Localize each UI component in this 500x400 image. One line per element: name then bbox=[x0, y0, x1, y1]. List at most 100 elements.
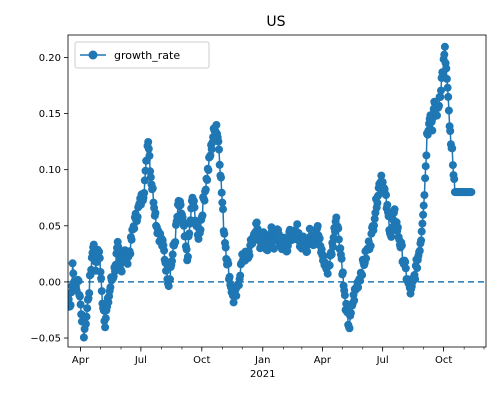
data-point bbox=[217, 173, 225, 182]
data-point bbox=[83, 304, 92, 313]
data-point bbox=[450, 175, 459, 184]
data-point bbox=[179, 221, 188, 230]
data-point bbox=[101, 323, 110, 332]
data-point bbox=[332, 213, 341, 222]
y-tick-label: 0.00 bbox=[39, 277, 61, 288]
data-point bbox=[382, 191, 390, 200]
data-point bbox=[214, 137, 223, 146]
data-point bbox=[206, 151, 215, 160]
data-point bbox=[182, 245, 191, 254]
x-tick-label: Jan bbox=[254, 355, 270, 366]
data-point bbox=[145, 151, 154, 160]
data-point bbox=[144, 138, 153, 146]
data-point bbox=[345, 324, 354, 333]
data-point bbox=[448, 144, 457, 153]
data-point bbox=[97, 274, 106, 283]
data-point bbox=[111, 267, 119, 276]
data-point bbox=[207, 145, 216, 154]
data-point bbox=[401, 264, 410, 273]
data-point bbox=[97, 287, 106, 296]
data-point bbox=[448, 161, 457, 170]
x-tick-label: Jul bbox=[376, 355, 389, 366]
data-point bbox=[354, 283, 363, 292]
data-point bbox=[421, 174, 430, 183]
data-point bbox=[82, 312, 91, 321]
data-point bbox=[76, 300, 85, 309]
data-point bbox=[467, 188, 476, 197]
data-point bbox=[315, 234, 324, 243]
data-point bbox=[443, 83, 452, 92]
data-point bbox=[85, 289, 94, 298]
data-point bbox=[420, 191, 429, 200]
data-point bbox=[419, 210, 428, 219]
data-point bbox=[104, 298, 113, 307]
data-point bbox=[442, 64, 451, 73]
data-point bbox=[323, 269, 332, 278]
data-point bbox=[126, 249, 135, 258]
y-tick-label: −0.05 bbox=[30, 334, 61, 345]
data-point bbox=[146, 167, 155, 176]
data-point bbox=[370, 214, 379, 223]
data-point bbox=[366, 241, 375, 250]
data-point bbox=[168, 257, 176, 266]
legend-marker-sample bbox=[88, 50, 98, 60]
data-point bbox=[401, 257, 410, 266]
data-point bbox=[440, 42, 449, 51]
data-point bbox=[201, 185, 210, 194]
data-point bbox=[140, 189, 149, 197]
data-point bbox=[146, 173, 155, 182]
data-point bbox=[340, 291, 349, 300]
data-point bbox=[123, 259, 132, 268]
data-point bbox=[444, 106, 453, 115]
data-point bbox=[293, 220, 302, 229]
legend: growth_rate bbox=[74, 41, 210, 69]
data-point bbox=[303, 247, 312, 256]
data-point bbox=[127, 235, 136, 244]
x-axis: Apr Jul Oct Jan Apr Jul Oct 2021 bbox=[72, 347, 485, 380]
data-point bbox=[140, 176, 149, 185]
data-point bbox=[75, 292, 84, 301]
data-point bbox=[436, 93, 445, 101]
data-point bbox=[336, 244, 345, 253]
x-year-label: 2021 bbox=[250, 369, 275, 380]
data-point bbox=[362, 254, 371, 263]
data-point bbox=[319, 251, 328, 260]
data-point bbox=[417, 227, 426, 236]
data-point bbox=[236, 271, 245, 280]
data-point bbox=[68, 259, 77, 268]
data-point bbox=[171, 238, 180, 247]
series-layer bbox=[68, 42, 476, 342]
data-point bbox=[101, 314, 110, 323]
x-tick-label: Oct bbox=[193, 355, 210, 366]
data-point bbox=[200, 196, 209, 205]
data-point bbox=[221, 243, 230, 252]
y-tick-label: 0.05 bbox=[39, 221, 61, 232]
data-point bbox=[313, 222, 322, 230]
x-tick-label: Oct bbox=[435, 355, 452, 366]
data-point bbox=[390, 205, 399, 214]
data-point bbox=[69, 269, 78, 278]
axes-frame bbox=[67, 34, 487, 348]
data-point bbox=[334, 235, 343, 244]
data-point bbox=[196, 225, 205, 234]
data-point bbox=[373, 199, 382, 207]
data-point bbox=[437, 86, 445, 95]
data-point bbox=[164, 282, 173, 291]
data-point bbox=[215, 145, 223, 154]
data-point bbox=[245, 251, 254, 260]
data-point bbox=[417, 236, 426, 245]
chart-title: US bbox=[266, 14, 285, 30]
data-point bbox=[370, 221, 378, 230]
data-point bbox=[337, 254, 346, 263]
data-point bbox=[446, 127, 455, 135]
data-point bbox=[338, 268, 347, 277]
data-point bbox=[190, 203, 199, 212]
data-point bbox=[95, 254, 104, 263]
data-point bbox=[421, 162, 430, 171]
data-point bbox=[225, 272, 234, 281]
data-point bbox=[189, 197, 198, 205]
data-point bbox=[74, 277, 83, 285]
data-point bbox=[106, 283, 115, 292]
data-point bbox=[166, 275, 174, 284]
